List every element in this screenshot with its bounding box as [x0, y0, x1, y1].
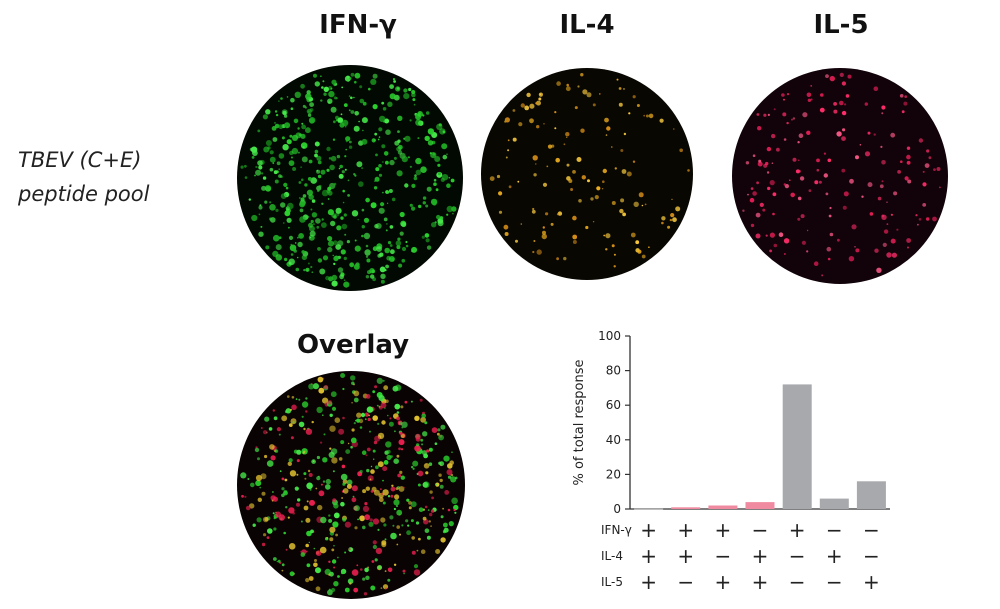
sign-r2-c0: +: [640, 570, 657, 594]
il5-well-image: [732, 68, 948, 284]
sign-r1-c4: −: [789, 544, 806, 568]
row-label-2: IL-5: [601, 575, 623, 589]
sign-r1-c6: −: [863, 544, 880, 568]
sign-r0-c4: +: [789, 518, 806, 542]
il4-well-image: [481, 68, 693, 280]
overlay-panel-title: Overlay: [296, 330, 410, 360]
il5-panel-title: IL-5: [813, 10, 869, 40]
sign-r0-c2: +: [714, 518, 731, 542]
sign-r2-c2: +: [714, 570, 731, 594]
sign-r1-c0: +: [640, 544, 657, 568]
sign-r2-c6: +: [863, 570, 880, 594]
y-tick-label: 20: [606, 467, 621, 481]
sign-r2-c4: −: [789, 570, 806, 594]
y-tick-label: 80: [606, 364, 621, 378]
sign-r2-c3: +: [752, 570, 769, 594]
il4-panel-title: IL-4: [559, 10, 615, 40]
y-tick-label: 100: [598, 329, 621, 343]
ifng-well-image: [237, 65, 463, 291]
sign-r2-c5: −: [826, 570, 843, 594]
sign-r1-c5: +: [826, 544, 843, 568]
row-label-1: IL-4: [601, 549, 623, 563]
bar-0: [634, 508, 664, 510]
sign-r0-c5: −: [826, 518, 843, 542]
y-tick-label: 40: [606, 433, 621, 447]
sign-r0-c3: −: [752, 518, 769, 542]
bar-2: [708, 505, 738, 509]
row-label-line1: TBEV (C+E): [18, 148, 142, 172]
bar-4: [782, 384, 812, 509]
bar-6: [856, 481, 886, 509]
bar-1: [671, 507, 701, 509]
sign-r1-c3: +: [752, 544, 769, 568]
overlay-well-image: [237, 371, 465, 599]
sign-r0-c6: −: [863, 518, 880, 542]
sign-r0-c0: +: [640, 518, 657, 542]
sign-r2-c1: −: [677, 570, 694, 594]
bar-5: [819, 498, 849, 509]
ifng-panel-title: IFN-γ: [319, 10, 397, 40]
y-tick-label: 60: [606, 398, 621, 412]
row-label: TBEV (C+E) peptide pool: [18, 143, 149, 211]
y-axis-label: % of total response: [572, 359, 587, 485]
row-label-0: IFN-γ: [601, 523, 632, 537]
y-tick-label: 0: [613, 502, 621, 516]
bar-3: [745, 502, 775, 509]
sign-r0-c1: +: [677, 518, 694, 542]
sign-r1-c1: +: [677, 544, 694, 568]
sign-r1-c2: −: [714, 544, 731, 568]
row-label-line2: peptide pool: [18, 182, 150, 206]
